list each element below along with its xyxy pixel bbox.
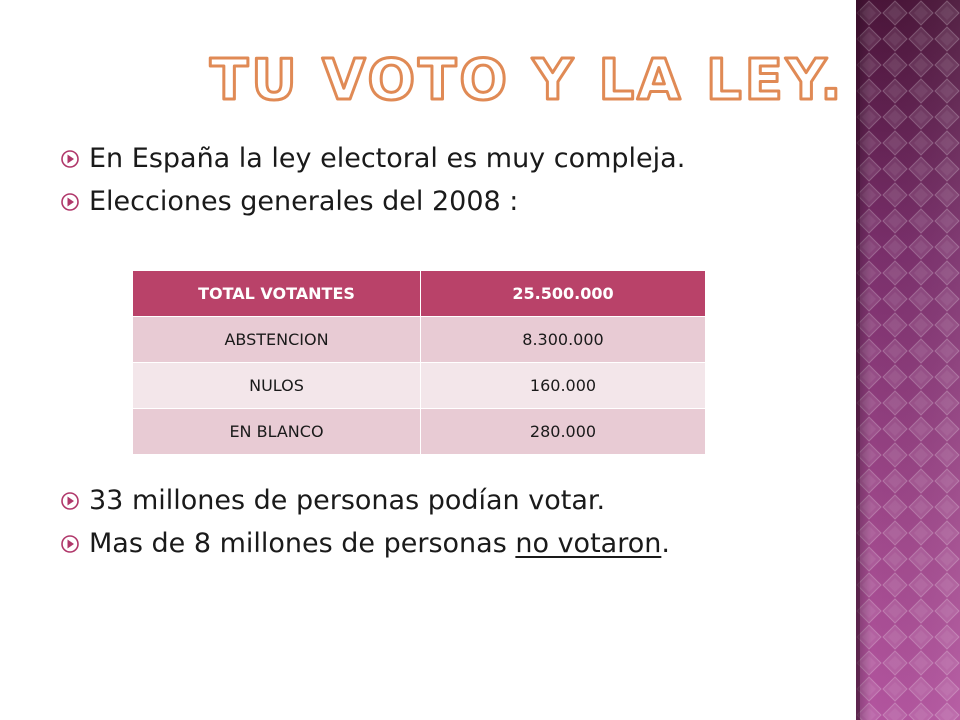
table-row: ABSTENCION 8.300.000: [132, 316, 706, 363]
circled-arrow-bullet-icon: [61, 491, 79, 510]
slide-title-text: TU VOTO Y LA LEY.: [210, 48, 845, 113]
bullet-item: Mas de 8 millones de personas no votaron…: [60, 522, 670, 565]
table-header-cell: TOTAL VOTANTES: [132, 270, 421, 317]
table-cell: 160.000: [420, 362, 706, 409]
diamond-pattern: [856, 0, 960, 720]
decorative-side-panel: [856, 0, 960, 720]
bullet-text: Mas de 8 millones de personas no votaron…: [89, 528, 670, 559]
circled-arrow-bullet-icon: [61, 149, 79, 168]
bullet-item: 33 millones de personas podían votar.: [60, 479, 670, 522]
bullet-text: 33 millones de personas podían votar.: [89, 485, 606, 516]
bullet-list-bottom: 33 millones de personas podían votar. Ma…: [60, 479, 670, 565]
table-cell: 8.300.000: [420, 316, 706, 363]
table-cell: ABSTENCION: [132, 316, 421, 363]
slide-content: TU VOTO Y LA LEY. En España la ley elect…: [60, 46, 844, 565]
bullet-item: En España la ley electoral es muy comple…: [60, 137, 685, 180]
table-cell: NULOS: [132, 362, 421, 409]
circled-arrow-bullet-icon: [61, 192, 79, 211]
table-cell: EN BLANCO: [132, 408, 421, 455]
circled-arrow-bullet-icon: [61, 534, 79, 553]
table-header-row: TOTAL VOTANTES 25.500.000: [132, 270, 706, 317]
table-row: EN BLANCO 280.000: [132, 408, 706, 455]
bullet-item: Elecciones generales del 2008 :: [60, 180, 685, 223]
bullet-text-prefix: Mas de 8 millones de personas: [89, 528, 516, 559]
table-cell: 280.000: [420, 408, 706, 455]
table-header-cell: 25.500.000: [420, 270, 706, 317]
bullet-text: Elecciones generales del 2008 :: [89, 186, 519, 217]
bullet-text-underlined: no votaron: [515, 528, 662, 559]
votes-table: TOTAL VOTANTES 25.500.000 ABSTENCION 8.3…: [132, 270, 706, 455]
bullet-text: En España la ley electoral es muy comple…: [89, 143, 686, 174]
bullet-text-suffix: .: [661, 528, 670, 559]
table-row: NULOS 160.000: [132, 362, 706, 409]
bullet-list-top: En España la ley electoral es muy comple…: [60, 137, 685, 223]
slide-title: TU VOTO Y LA LEY.: [209, 47, 844, 115]
